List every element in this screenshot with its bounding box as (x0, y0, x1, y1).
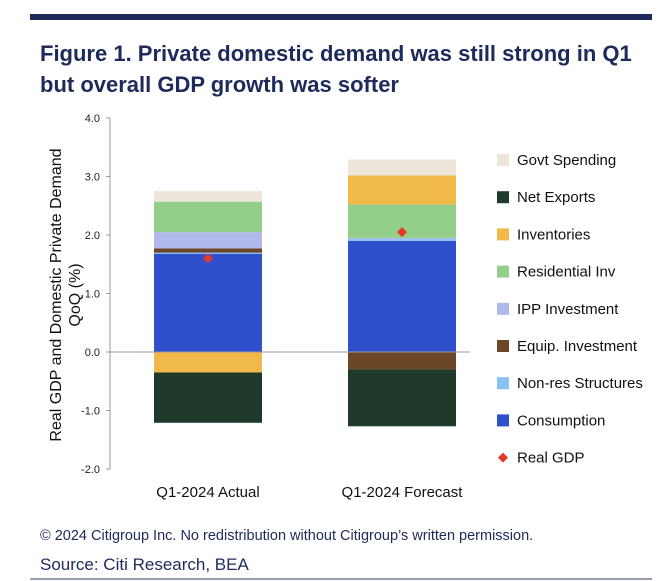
legend-swatch-govt-spending (497, 154, 509, 166)
legend-swatch-non-res-structures (497, 377, 509, 390)
y-tick-label: 2.0 (85, 230, 100, 242)
y-tick-label: 4.0 (85, 113, 100, 125)
source-note: Source: Citi Research, BEA (40, 555, 249, 574)
x-category-label: Q1-2024 Actual (156, 484, 259, 501)
bar-consumption-q1-2024-actual (154, 253, 262, 352)
legend-label-residential-inv: Residential Inv (517, 264, 616, 281)
bar-net-exports-q1-2024-actual (154, 372, 262, 423)
markers-layer (203, 227, 407, 264)
x-category-label: Q1-2024 Forecast (342, 484, 464, 501)
bar-equip-investment-q1-2024-actual (154, 248, 262, 253)
bar-equip-investment-q1-2024-forecast (348, 352, 456, 370)
legend-label-real-gdp: Real GDP (517, 450, 585, 467)
chart-plot: -2.0-1.00.01.02.03.04.0 Q1-2024 Actual Q1… (81, 113, 643, 501)
legend-label-consumption: Consumption (517, 412, 605, 429)
header-rule (30, 14, 652, 20)
y-tick-label: 1.0 (85, 289, 100, 301)
bar-residential-inv-q1-2024-actual (154, 201, 262, 233)
legend-label-ipp-investment: IPP Investment (517, 301, 619, 318)
legend-swatch-inventories (497, 228, 509, 241)
legend-label-govt-spending: Govt Spending (517, 152, 616, 169)
chart-title: Figure 1. Private domestic demand was st… (40, 41, 632, 97)
bar-consumption-q1-2024-forecast (348, 240, 456, 352)
legend-swatch-consumption (497, 414, 509, 427)
bar-govt-spending-q1-2024-forecast (348, 159, 456, 176)
x-axis-labels: Q1-2024 Actual Q1-2024 Forecast (156, 484, 463, 501)
footer-rule (30, 578, 652, 580)
bar-ipp-investment-q1-2024-forecast (348, 237, 456, 240)
bar-net-exports-q1-2024-forecast (348, 369, 456, 427)
copyright-note: © 2024 Citigroup Inc. No redistribution … (40, 528, 534, 544)
real-gdp-marker-q1-2024-actual (203, 253, 213, 264)
legend-label-inventories: Inventories (517, 226, 590, 243)
bar-govt-spending-q1-2024-actual (154, 191, 262, 202)
y-tick-label: -2.0 (81, 464, 100, 476)
real-gdp-marker-q1-2024-forecast (397, 227, 407, 238)
bars-layer (154, 159, 456, 427)
y-axis: -2.0 -1.0 0.0 1.0 2.0 3.0 4.0 (81, 113, 470, 476)
bar-non-res-structures-q1-2024-actual (154, 252, 262, 254)
legend: Govt Spending Net Exports Inventories Resid… (497, 152, 643, 467)
y-tick-label: 0.0 (85, 347, 100, 359)
bar-inventories-q1-2024-forecast (348, 175, 456, 205)
legend-label-non-res-structures: Non-res Structures (517, 375, 643, 392)
legend-label-equip-investment: Equip. Investment (517, 338, 638, 355)
legend-swatch-real-gdp (498, 452, 508, 463)
legend-swatch-equip-investment (497, 340, 509, 352)
y-tick-label: -1.0 (81, 406, 100, 418)
bar-ipp-investment-q1-2024-actual (154, 232, 262, 249)
bar-inventories-q1-2024-actual (154, 352, 262, 373)
legend-swatch-residential-inv (497, 265, 509, 278)
y-tick-label: 3.0 (85, 172, 100, 184)
bar-non-res-structures-q1-2024-forecast (348, 239, 456, 241)
legend-swatch-ipp-investment (497, 302, 509, 315)
legend-swatch-net-exports (497, 191, 509, 204)
legend-label-net-exports: Net Exports (517, 189, 595, 206)
